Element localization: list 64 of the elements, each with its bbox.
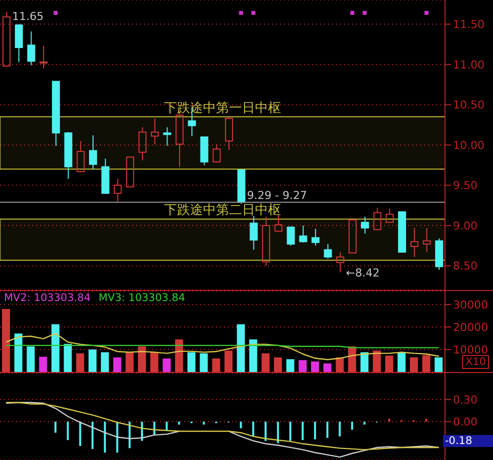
- bar: [88, 350, 97, 372]
- bar: [39, 356, 48, 372]
- candlestick: [250, 215, 258, 250]
- bar: [298, 360, 307, 372]
- candlestick: [422, 227, 431, 253]
- text: MV3: 103303.84: [98, 292, 186, 304]
- line-series: [6, 332, 440, 360]
- y-tick-label: 8.50: [453, 260, 478, 273]
- bar: [286, 359, 294, 372]
- y-tick-label: 9.50: [453, 179, 478, 192]
- y-tick-label: 11.50: [453, 18, 484, 32]
- bar: [26, 346, 35, 372]
- bar: [2, 309, 10, 372]
- bar: [422, 355, 430, 372]
- bar: [51, 324, 60, 372]
- bar: [113, 357, 122, 372]
- bar: [64, 344, 72, 372]
- candlestick: [336, 252, 344, 273]
- y-tick-label: 10.50: [453, 98, 484, 112]
- bar: [200, 353, 208, 372]
- bar: [385, 356, 394, 372]
- annotation: 9.29 - 9.27: [247, 189, 307, 202]
- candlestick: [27, 30, 36, 66]
- bar: [14, 334, 22, 372]
- y-tick-label: 10.00: [453, 138, 484, 152]
- bar: [150, 352, 158, 372]
- bar: [262, 353, 270, 372]
- y-tick-label: 0.00: [453, 416, 478, 429]
- y-tick-label: 0.30: [453, 393, 478, 406]
- y-tick-label: 10000: [453, 343, 488, 356]
- candlestick: [114, 178, 122, 202]
- bar: [187, 352, 196, 372]
- band-label: 下跌途中第二日中枢: [164, 203, 281, 218]
- bar: [360, 352, 368, 372]
- bar: [372, 350, 381, 372]
- text: X10: [462, 355, 489, 369]
- bar: [434, 357, 443, 372]
- bar: [126, 352, 134, 372]
- y-tick-label: 20000: [453, 320, 488, 334]
- y-tick-label: 30000: [453, 298, 488, 312]
- annotation: -0.18: [443, 435, 493, 447]
- bar: [212, 358, 220, 372]
- legend-label: MV2: 103303.84: [4, 292, 91, 304]
- candlestick: [150, 118, 159, 145]
- candlestick: [410, 227, 418, 258]
- bar: [336, 357, 344, 372]
- bar: [100, 352, 109, 372]
- bar: [274, 357, 282, 372]
- bar: [410, 357, 418, 372]
- annotation: 11.65: [12, 10, 44, 24]
- bar: [224, 350, 232, 372]
- bar: [236, 324, 245, 372]
- y-tick-label: 11.00: [453, 58, 484, 72]
- bar: [398, 352, 406, 372]
- bar: [138, 346, 146, 372]
- band-label: 下跌途中第一日中枢: [164, 100, 281, 116]
- annotation: ←8.42: [346, 266, 380, 280]
- bar: [323, 363, 332, 372]
- bar: [175, 339, 184, 372]
- bar: [249, 339, 258, 372]
- bar: [162, 358, 171, 372]
- bar: [311, 361, 320, 372]
- y-tick-label: 9.00: [453, 219, 478, 232]
- bar: [76, 353, 84, 372]
